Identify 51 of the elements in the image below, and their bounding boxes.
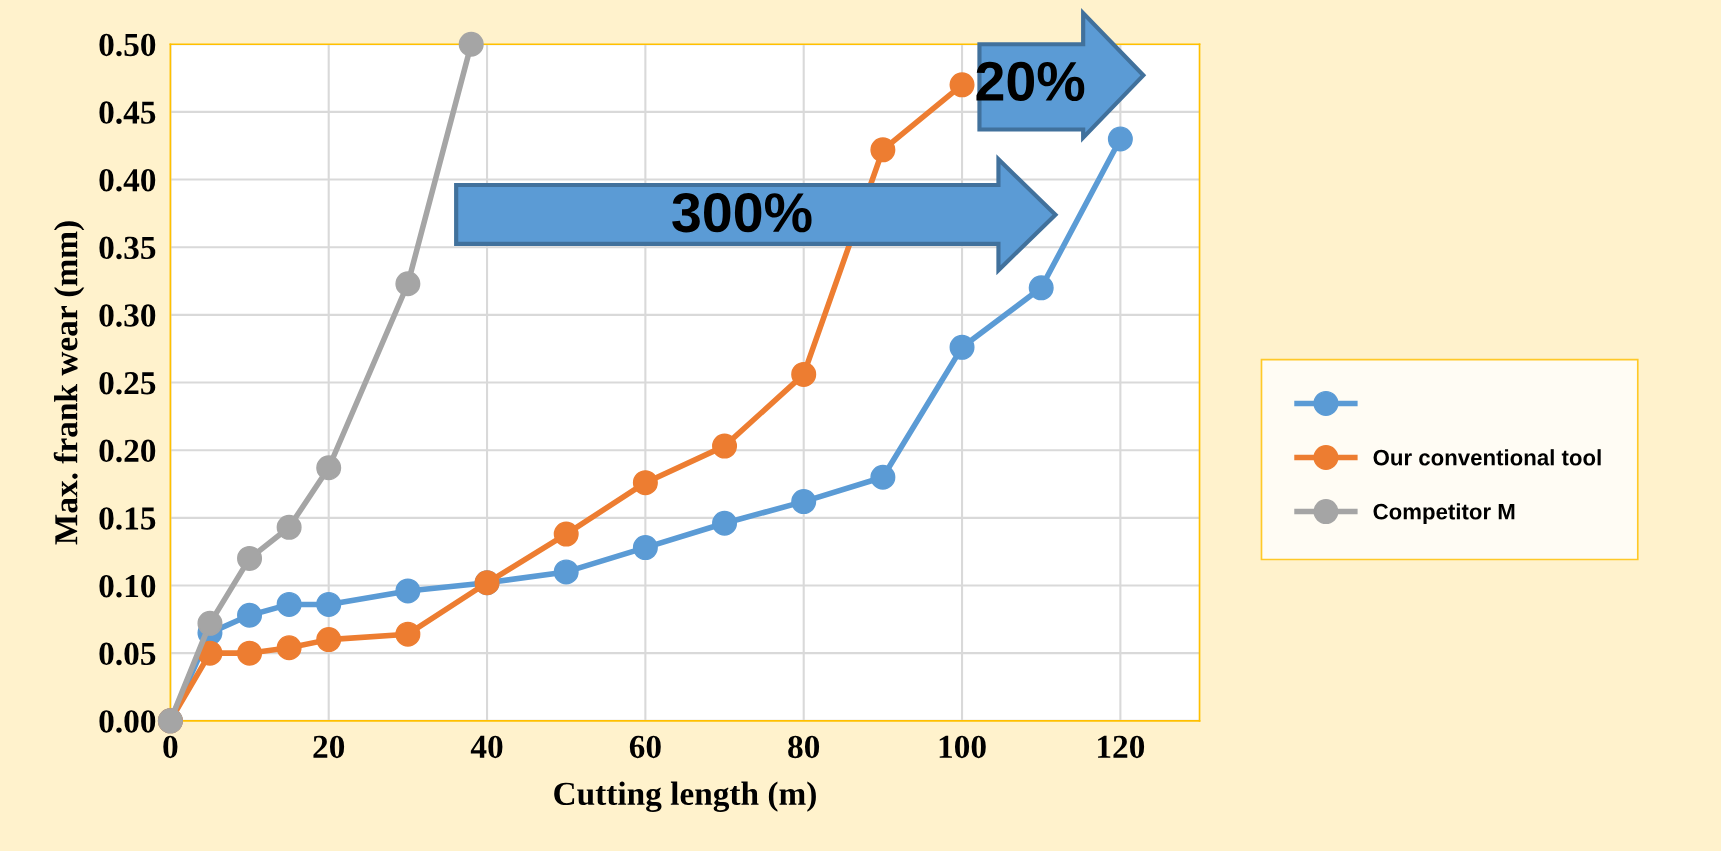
point <box>870 137 896 163</box>
x-tick-label: 120 <box>1098 735 1145 759</box>
legend-label: Our conventional tool <box>1373 449 1601 466</box>
point <box>276 591 302 617</box>
point <box>949 334 975 360</box>
point <box>395 621 421 647</box>
x-axis-title: Cutting length (m) <box>554 781 816 813</box>
point <box>316 627 342 653</box>
point <box>553 521 579 547</box>
point <box>632 470 658 496</box>
point <box>276 635 302 661</box>
legend-label: Competitor M <box>1373 503 1515 524</box>
point <box>197 610 223 636</box>
x-tick-label: 60 <box>629 735 661 759</box>
x-tick-label: 20 <box>313 735 345 759</box>
point <box>1028 275 1054 301</box>
point <box>1107 126 1133 152</box>
y-tick-label: 0.25 <box>99 371 156 395</box>
y-tick-label: 0.30 <box>99 304 156 327</box>
point <box>316 591 342 617</box>
point <box>791 361 817 387</box>
point <box>395 271 421 297</box>
y-tick-label: 0.40 <box>99 168 156 192</box>
y-tick-label: 0.20 <box>99 439 156 463</box>
y-tick-label: 0.05 <box>99 642 156 666</box>
y-tick-label: 0.00 <box>99 710 156 733</box>
point <box>395 578 421 604</box>
y-axis-title: Max. frank wear (mm) <box>53 221 85 545</box>
x-tick-label: 100 <box>939 735 986 759</box>
y-tick-label: 0.35 <box>99 236 156 260</box>
point <box>237 640 263 666</box>
x-tick-label: 0 <box>163 735 178 759</box>
annotation: 300% <box>672 193 812 233</box>
point <box>553 559 579 585</box>
point <box>870 464 896 490</box>
point <box>712 433 738 459</box>
x-tick-label: 40 <box>470 735 503 759</box>
point <box>316 455 342 481</box>
point <box>237 545 263 571</box>
y-tick-label: 0.50 <box>99 33 156 57</box>
point <box>632 535 658 561</box>
point <box>237 602 263 628</box>
y-tick-label: 0.10 <box>99 574 156 598</box>
y-tick-label: 0.15 <box>99 507 156 530</box>
point <box>458 31 484 57</box>
point <box>791 489 817 515</box>
x-tick-label: 80 <box>788 735 820 759</box>
point <box>276 514 302 540</box>
point <box>949 72 975 98</box>
y-tick-label: 0.45 <box>99 101 156 124</box>
point <box>712 510 738 536</box>
